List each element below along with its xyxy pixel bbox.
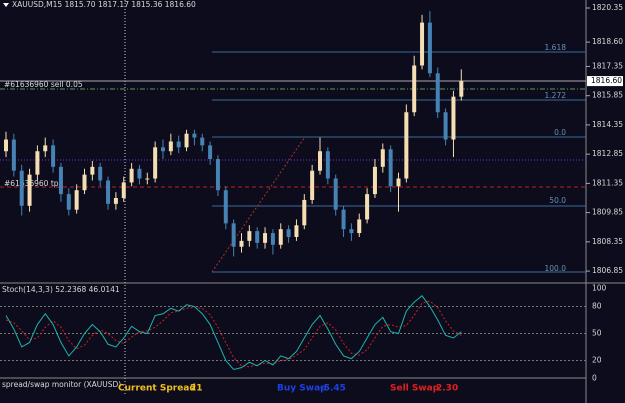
candle-body [215, 159, 220, 191]
y-tick-label: 1806.85 [592, 266, 623, 275]
candle-body [176, 141, 181, 148]
y-tick-label: 20 [592, 355, 602, 364]
candle-body [51, 145, 56, 167]
candle-body [318, 151, 322, 171]
y-tick-label: 1808.35 [592, 237, 623, 246]
candle-body [82, 174, 87, 191]
chart-header: XAUUSD,M15 1815.70 1817.17 1815.36 1816.… [12, 0, 196, 9]
candle-body [231, 223, 236, 247]
candle-body [310, 170, 315, 200]
candle-body [294, 225, 299, 237]
candle-body [161, 147, 165, 152]
candle-body [459, 81, 464, 97]
candle-body [106, 180, 111, 204]
sell-swap-label: Sell Swap [390, 384, 440, 394]
candle-body [404, 112, 409, 179]
y-tick-label: 1814.35 [592, 120, 623, 129]
candle-body [239, 240, 244, 247]
spread-value: 21 [190, 384, 203, 394]
stoch-signal [5, 300, 462, 368]
candle-body [333, 178, 338, 210]
candle-body [113, 198, 118, 204]
candle-body [27, 174, 32, 206]
stoch-label: Stoch(14,3,3) 52.2368 46.0141 [2, 285, 120, 294]
y-tick-label: 1820.35 [592, 3, 623, 12]
fibonacci [211, 51, 586, 273]
candle-body [145, 178, 150, 180]
candle-body [325, 151, 330, 179]
fib-label: 1.272 [545, 91, 567, 100]
candle-body [208, 145, 213, 160]
y-tick-label: 1811.35 [592, 178, 623, 187]
candle-body [270, 233, 275, 245]
fib-label: 100.0 [545, 264, 567, 273]
y-tick-label: 50 [592, 329, 602, 338]
candle-body [19, 170, 24, 206]
candle-body [11, 139, 16, 171]
candle-body [372, 166, 377, 195]
candle-body [435, 73, 440, 113]
y-tick-label: 1812.85 [592, 149, 623, 158]
candle-body [420, 22, 425, 66]
candle-body [427, 22, 432, 74]
candle-body [4, 139, 8, 152]
candle-body [90, 166, 95, 175]
candle-body [192, 133, 197, 138]
candle-body [412, 65, 417, 113]
candle-body [58, 166, 63, 195]
menu-arrow[interactable] [3, 3, 9, 7]
y-tick-label: 1817.35 [592, 61, 623, 70]
candle-body [98, 166, 103, 181]
candle-body [200, 137, 205, 146]
sell-swap-value: 2.30 [436, 384, 458, 394]
candle-body [380, 149, 385, 167]
candle-body [388, 149, 393, 187]
y-tick-label: 1809.85 [592, 208, 623, 217]
candle-body [302, 199, 307, 226]
y-tick-label: 0 [592, 373, 597, 382]
candle-body [184, 133, 189, 148]
candle-body [66, 194, 71, 210]
candle-body [278, 229, 283, 245]
candle-body [349, 229, 354, 234]
buy-swap-value: -5.45 [320, 384, 346, 394]
fib-label: 1.618 [545, 43, 567, 52]
fib-label: 50.0 [549, 196, 566, 205]
order-label: #61636960 sell 0.05 [4, 80, 83, 89]
candle-body [286, 229, 291, 237]
stoch-main [5, 295, 462, 370]
candle-body [74, 190, 79, 210]
candle-body [129, 168, 134, 183]
candle-body [396, 178, 401, 187]
monitor-title: spread/swap monitor (XAUUSD) [2, 380, 121, 389]
candle-body [137, 168, 142, 179]
candle-body [443, 112, 448, 140]
candle-body [43, 145, 48, 152]
y-tick-label: 1815.85 [592, 91, 623, 100]
candle-body [121, 182, 126, 199]
candle-body [153, 147, 158, 179]
candle-body [341, 209, 346, 230]
spread-label: Current Spread [118, 384, 196, 394]
candle-body [263, 233, 268, 243]
candle-body [223, 190, 228, 224]
buy-swap-label: Buy Swap [277, 384, 327, 394]
candle-body [255, 231, 260, 243]
fib-trend [211, 136, 306, 273]
y-tick-label: 1818.60 [592, 37, 623, 46]
candle-body [357, 219, 362, 234]
candle-body [168, 141, 173, 152]
fib-label: 0.0 [554, 128, 566, 137]
y-tick-label: 80 [592, 302, 602, 311]
candle-body [247, 231, 252, 241]
candle-body [365, 194, 370, 220]
y-tick-label: 100 [592, 284, 607, 293]
candle-body [451, 96, 456, 140]
price-tag-label: 1816.60 [591, 76, 622, 85]
price-tag [587, 76, 623, 87]
candle-body [35, 151, 40, 175]
